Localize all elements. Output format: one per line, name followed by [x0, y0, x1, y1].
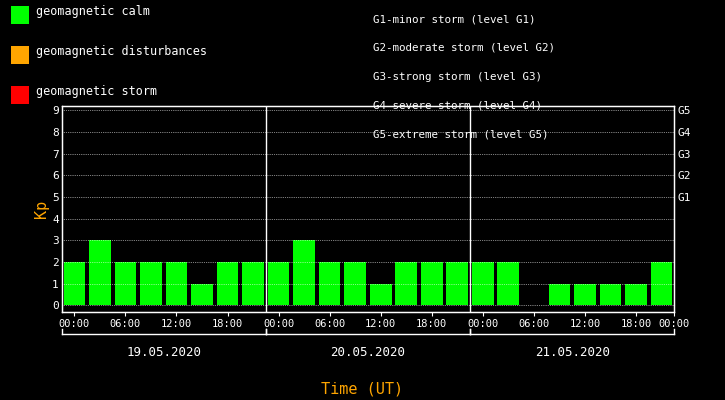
Text: 21.05.2020: 21.05.2020: [534, 346, 610, 358]
Text: G2-moderate storm (level G2): G2-moderate storm (level G2): [373, 43, 555, 53]
Bar: [395, 262, 417, 306]
Bar: [89, 240, 111, 306]
Bar: [140, 262, 162, 306]
Bar: [600, 284, 621, 306]
Bar: [115, 262, 136, 306]
Text: geomagnetic storm: geomagnetic storm: [36, 86, 157, 98]
Bar: [319, 262, 341, 306]
Text: 20.05.2020: 20.05.2020: [331, 346, 405, 358]
Bar: [650, 262, 672, 306]
Bar: [447, 262, 468, 306]
Bar: [344, 262, 366, 306]
Bar: [472, 262, 494, 306]
Bar: [64, 262, 86, 306]
Bar: [370, 284, 392, 306]
Text: G1-minor storm (level G1): G1-minor storm (level G1): [373, 14, 536, 24]
Text: geomagnetic disturbances: geomagnetic disturbances: [36, 46, 207, 58]
Bar: [242, 262, 264, 306]
Text: G5-extreme storm (level G5): G5-extreme storm (level G5): [373, 129, 549, 139]
Text: G4-severe storm (level G4): G4-severe storm (level G4): [373, 100, 542, 110]
Bar: [165, 262, 187, 306]
Text: G3-strong storm (level G3): G3-strong storm (level G3): [373, 72, 542, 82]
Bar: [549, 284, 571, 306]
Y-axis label: Kp: Kp: [34, 200, 49, 218]
Text: Time (UT): Time (UT): [321, 381, 404, 396]
Bar: [294, 240, 315, 306]
Text: 19.05.2020: 19.05.2020: [126, 346, 202, 358]
Bar: [268, 262, 289, 306]
Text: geomagnetic calm: geomagnetic calm: [36, 6, 150, 18]
Bar: [217, 262, 239, 306]
Bar: [497, 262, 519, 306]
Bar: [421, 262, 442, 306]
Bar: [625, 284, 647, 306]
Bar: [574, 284, 596, 306]
Bar: [191, 284, 213, 306]
